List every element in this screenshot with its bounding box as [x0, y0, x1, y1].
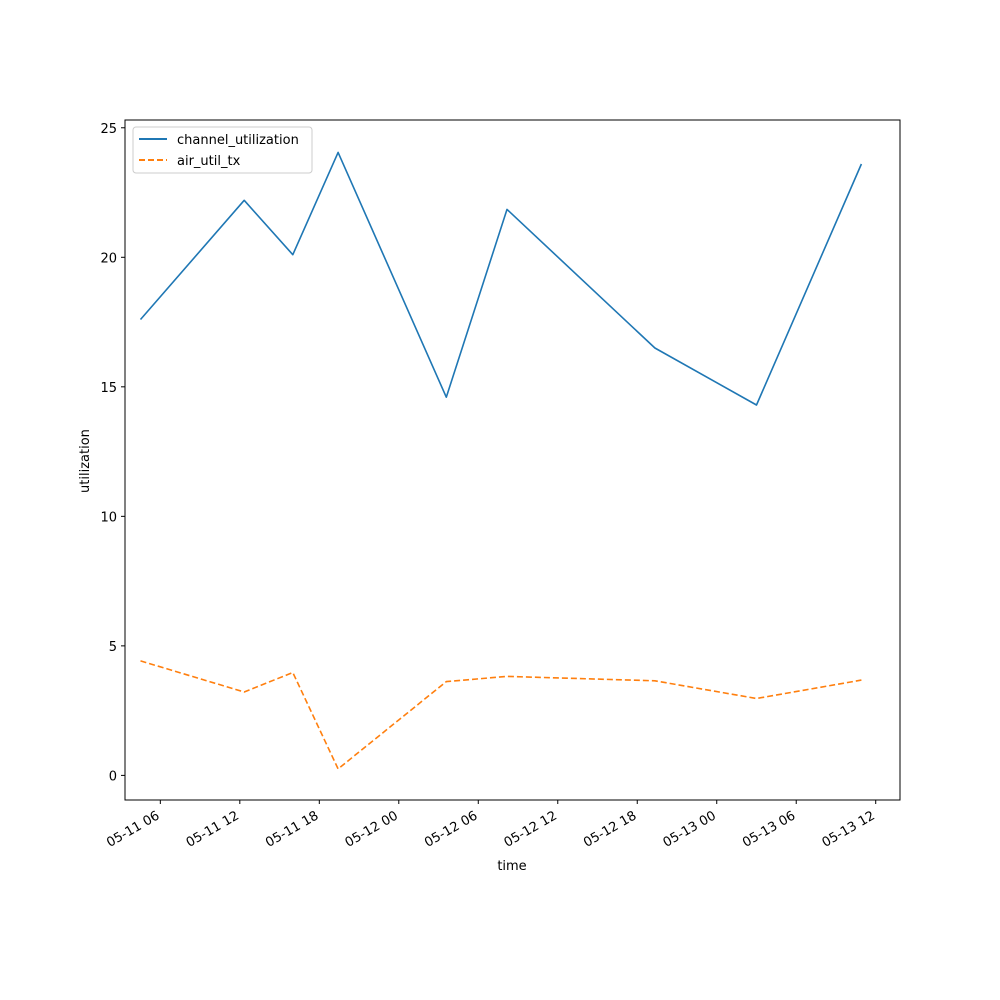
y-tick-label: 25: [100, 122, 117, 137]
y-tick-label: 15: [100, 381, 117, 396]
plot-frame: [124, 119, 901, 801]
series-layer: [139, 151, 863, 770]
legend: channel_utilization air_util_tx: [132, 126, 313, 174]
legend-frame: [132, 126, 313, 174]
x-axis-label: time: [497, 859, 526, 874]
y-tick-label: 5: [109, 640, 117, 655]
y-tick-label: 10: [100, 510, 117, 525]
series-line-channel-utilization: [139, 151, 863, 406]
y-tick-label: 20: [100, 251, 117, 266]
legend-label-air-util-tx: air_util_tx: [177, 154, 241, 169]
y-axis: 0 5 10 15 20 25: [100, 122, 125, 784]
series-line-air-util-tx: [140, 660, 862, 770]
legend-label-channel-utilization: channel_utilization: [177, 133, 299, 148]
y-axis-label: utilization: [78, 429, 93, 493]
y-tick-label: 0: [109, 769, 117, 784]
